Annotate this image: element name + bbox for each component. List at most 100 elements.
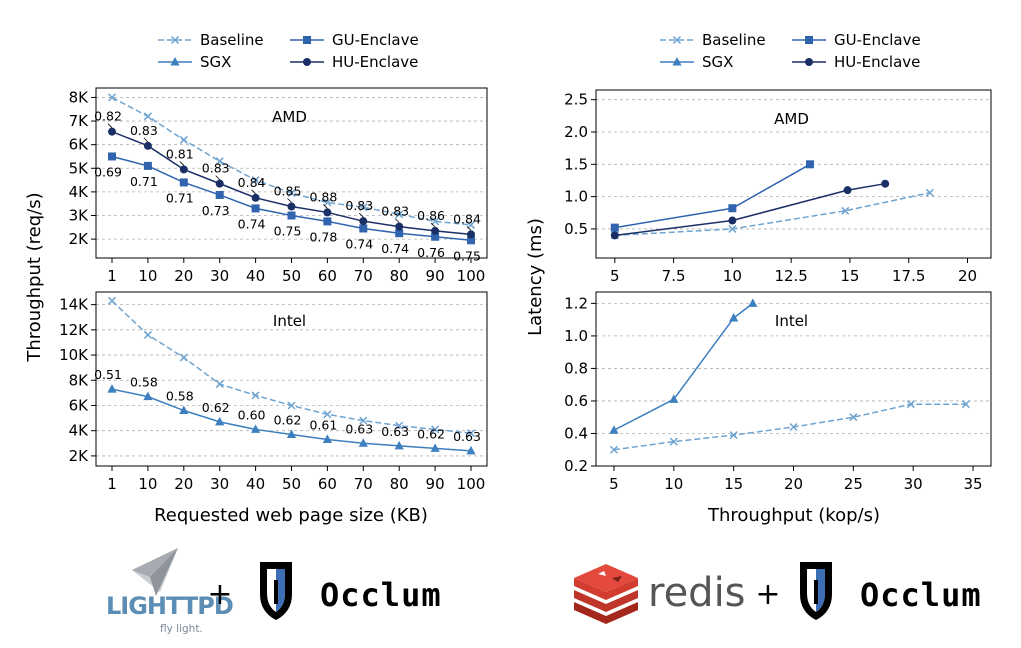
annotation-label: 0.78 [309,229,337,244]
data-point-sgx [669,394,679,403]
legend-swatch-marker [805,36,813,44]
annotation-leader [179,161,185,166]
data-point-baseline-stroke-b [107,296,117,305]
data-point-baseline-stroke-b [728,224,737,233]
data-point-gu [251,204,260,213]
annotations-hu: 0.82 0.83 0.81 0.83 0.84 0.85 0.88 0.83 0.83 0.86… [94,109,481,231]
annotations-gu: 0.69 0.71 0.71 0.73 0.74 0.75 0.78 0.74 0.74 0.76… [94,164,481,263]
data-point-hu [395,222,404,231]
y-tick-label: 2.0 [564,123,588,141]
annotation-label: 0.76 [417,245,445,260]
annotation-label: 0.74 [238,216,266,231]
legend-item-baseline: Baseline [660,31,766,49]
x-tick-label: 17.5 [892,267,925,285]
data-point-gu [467,236,475,245]
x-tick-label: 10 [138,475,157,493]
panel-title: AMD [774,110,809,128]
y-tick-label: 0.6 [564,392,588,410]
y-tick-label: 0.2 [564,457,588,475]
data-point-sgx [251,424,261,433]
data-point-hu [287,202,296,211]
panel-title: AMD [272,108,307,126]
annotation-label: 0.75 [274,224,302,239]
data-point-baseline [961,400,970,409]
data-point-baseline-stroke-b [251,176,260,185]
axis-labels: Throughput (req/s) Requested web page siz… [24,192,880,526]
annotation-label: 0.61 [309,418,337,433]
data-point-gu [395,229,404,238]
data-point-baseline [431,217,440,226]
data-point-sgx [394,440,404,450]
y-tick-label: 3K [69,207,90,225]
y-tick-label: 1.2 [564,294,588,312]
data-point-baseline [431,425,440,434]
series-line-baseline [613,403,966,451]
data-point-baseline-stroke-b [729,431,738,440]
chart-panel-right-top: 0.5 1.0 1.5 2.0 2.5 5 7.5 10 12.5 15 17.5 20 AMD [564,89,992,285]
annotation-label: 0.84 [238,175,266,190]
y-tick-label: 4K [69,183,90,201]
data-point-baseline [251,391,260,400]
legends: Baseline SGX GU-Enclave HU-Enclave Baseline S… [158,31,921,71]
data-point-baseline-stroke-b [849,413,858,422]
data-point-baseline-stroke-b [466,220,476,229]
x-tick-label: 70 [354,475,373,493]
annotation-label: 0.58 [130,375,158,390]
data-point-hu [215,179,224,188]
x-tick-label: 5 [609,475,619,493]
annotation-leader [287,198,292,203]
data-point-baseline [215,157,224,166]
data-point-baseline-stroke-b [215,380,224,389]
data-point-hu [108,127,116,136]
annotation-leader [430,222,436,228]
y-tick-label: 4K [69,422,90,440]
legend-swatch-marker-stroke-b [672,35,682,45]
x-tick-label: 80 [390,475,409,493]
x-tick-label: 20 [784,475,803,493]
data-point-gu [323,217,332,226]
x-tick-label: 20 [174,267,193,285]
legend-label: Baseline [702,31,766,49]
data-point-baseline [143,112,152,121]
legend-item-gu: GU-Enclave [792,31,921,49]
legend-swatch-marker [672,57,682,66]
y-tick-label: 6K [69,396,90,414]
annotation-label: 0.83 [381,204,409,219]
y-tick-label: 6K [69,136,90,154]
x-tick-label: 70 [354,267,373,285]
y-tick-label: 1.5 [564,155,588,173]
annotation-label: 0.73 [202,203,230,218]
x-tick-label: 60 [318,475,337,493]
data-point-baseline [849,413,858,422]
annotation-label: 0.60 [238,407,266,422]
y-axis-label-left: Throughput (req/s) [24,192,45,362]
data-point-gu [610,223,619,232]
data-point-baseline [789,422,798,432]
shield-icon [800,562,832,620]
data-point-sgx [322,434,332,444]
x-tick-label: 90 [426,475,445,493]
annotation-label: 0.88 [309,189,337,204]
data-point-baseline [107,93,117,102]
x-tick-label: 80 [390,267,409,285]
annotation-leader [143,137,149,143]
x-tick-label: 50 [282,475,301,493]
x-tick-label: 90 [426,267,445,285]
data-point-baseline-stroke-b [359,416,368,425]
data-point-baseline [395,210,404,219]
y-tick-label: 2K [69,230,90,248]
data-point-hu [467,230,475,239]
annotation-label: 0.74 [345,236,373,251]
data-point-sgx [430,443,440,452]
data-point-baseline-stroke-b [215,157,224,166]
data-point-hu [143,141,152,150]
legend-swatch-marker [170,35,180,45]
x-tick-label: 1 [107,475,117,493]
annotation-label: 0.62 [274,412,302,427]
data-point-gu [287,211,296,220]
occlum-logo-left: Occlum [260,562,441,620]
x-tick-label: 15 [840,267,859,285]
y-tick-label: 2.5 [564,91,588,109]
data-point-sgx [143,391,153,401]
annotation-label: 0.81 [166,146,194,161]
